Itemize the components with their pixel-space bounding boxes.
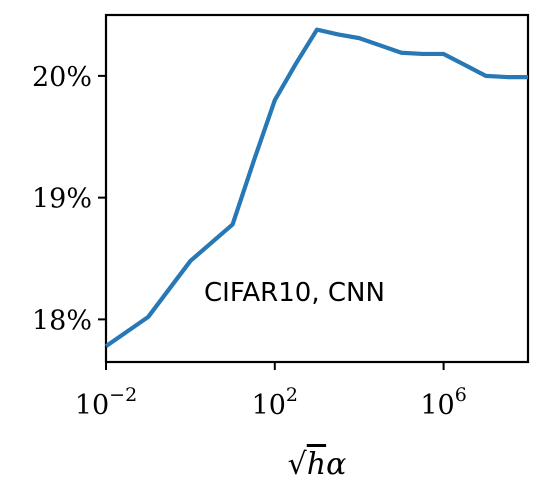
x-axis-ticks: 10−2 102 106 [75,362,467,421]
x-tick-label-1: 102 [252,384,298,421]
x-axis-label: √hα [288,447,347,482]
y-tick-label-0: 18% [32,305,92,336]
x-axis-label-alpha: α [326,447,346,482]
y-tick-label-1: 19% [32,184,92,215]
plot-frame [104,13,530,364]
x-tick-label-2: 106 [420,384,466,421]
y-tick-label-2: 20% [32,62,92,93]
chart-annotation: CIFAR10, CNN [204,278,385,308]
y-axis-ticks: 18% 19% 20% [32,62,106,336]
series-line-0 [104,27,528,348]
x-tick-label-0: 10−2 [75,384,137,421]
series-layer [104,27,528,348]
x-axis-label-radical: √ [288,447,308,482]
x-axis-label-h: h [307,447,326,482]
